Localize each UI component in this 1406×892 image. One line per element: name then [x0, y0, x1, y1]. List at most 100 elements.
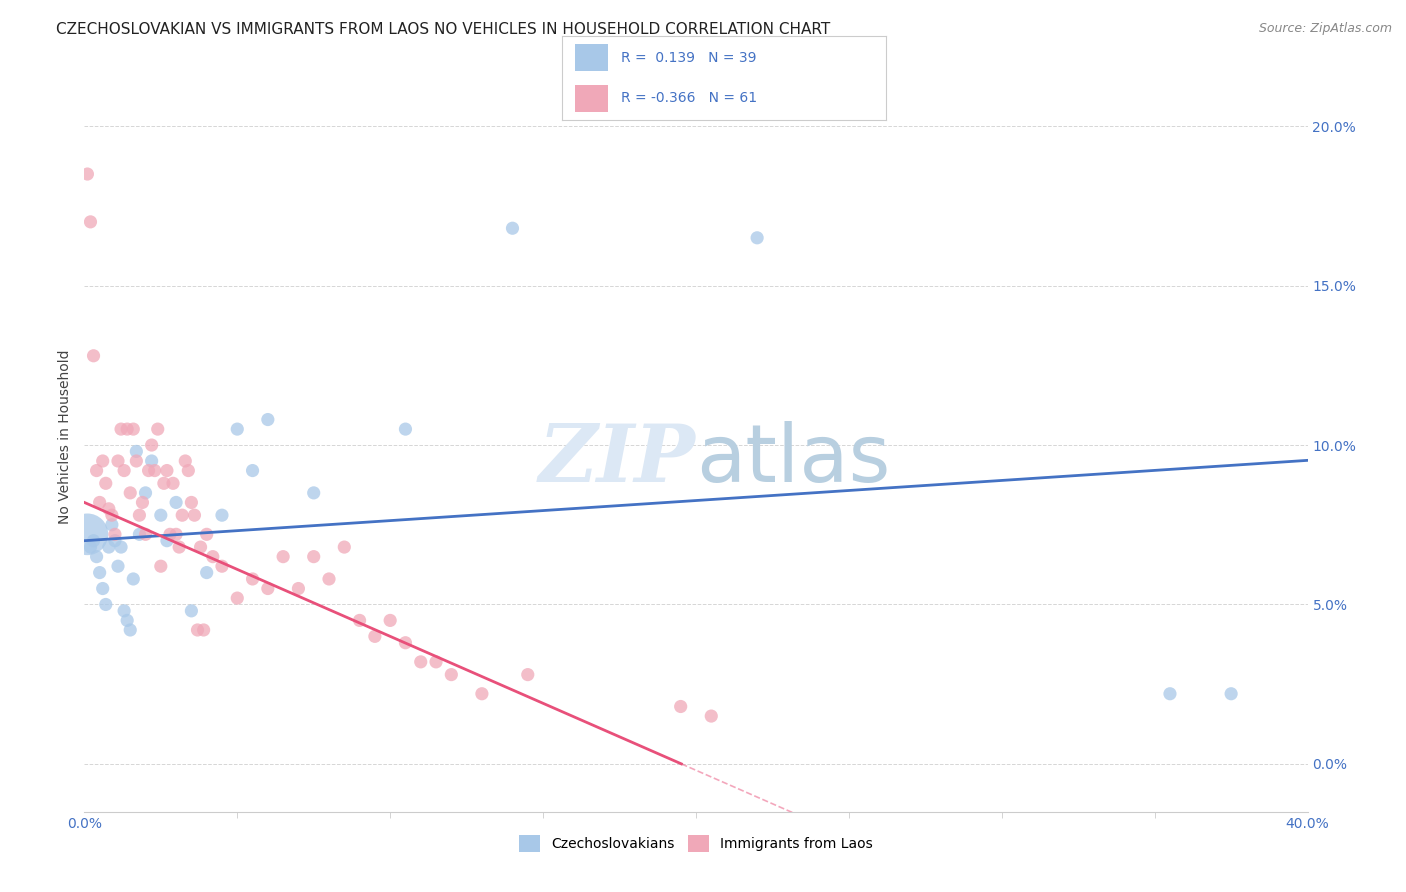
Point: [76, 527, 98, 541]
Text: Source: ZipAtlas.com: Source: ZipAtlas.com: [1258, 22, 1392, 36]
Point: [165, 495, 187, 509]
Point: [302, 549, 325, 564]
Point: [318, 572, 340, 586]
Point: [257, 412, 280, 426]
Point: [1220, 687, 1243, 701]
Point: [502, 221, 524, 235]
Point: [271, 549, 294, 564]
Point: [700, 709, 723, 723]
Point: [156, 533, 179, 548]
Point: [257, 582, 280, 596]
Point: [79, 540, 101, 554]
Point: [115, 422, 138, 436]
Point: [128, 508, 150, 523]
Point: [128, 527, 150, 541]
Point: [143, 464, 166, 478]
Point: [86, 549, 108, 564]
Point: [516, 667, 538, 681]
Point: [211, 508, 233, 523]
Point: [153, 476, 176, 491]
Point: [94, 598, 117, 612]
FancyBboxPatch shape: [575, 45, 607, 71]
Point: [193, 623, 215, 637]
Point: [120, 486, 142, 500]
Point: [110, 422, 132, 436]
Point: [162, 476, 184, 491]
Point: [104, 527, 127, 541]
Point: [172, 508, 194, 523]
Point: [440, 667, 463, 681]
Point: [195, 566, 218, 580]
Point: [125, 454, 148, 468]
Point: [177, 464, 200, 478]
Point: [174, 454, 197, 468]
Point: [149, 559, 172, 574]
Point: [180, 604, 202, 618]
Point: [242, 464, 264, 478]
Point: [101, 517, 124, 532]
Point: [120, 623, 142, 637]
Point: [165, 527, 187, 541]
Point: [94, 476, 117, 491]
Point: [669, 699, 692, 714]
Point: [167, 540, 190, 554]
Point: [226, 591, 249, 606]
Point: [156, 464, 179, 478]
Point: [186, 623, 208, 637]
Point: [159, 527, 181, 541]
Text: ZIP: ZIP: [538, 421, 696, 499]
Point: [425, 655, 447, 669]
Point: [201, 549, 224, 564]
Point: [141, 438, 163, 452]
Point: [226, 422, 249, 436]
Point: [333, 540, 356, 554]
Point: [122, 572, 145, 586]
Point: [149, 508, 172, 523]
Point: [380, 614, 402, 628]
Point: [180, 495, 202, 509]
Point: [287, 582, 309, 596]
Text: atlas: atlas: [696, 420, 890, 499]
Point: [135, 527, 157, 541]
Point: [471, 687, 494, 701]
Y-axis label: No Vehicles in Household: No Vehicles in Household: [58, 350, 72, 524]
Point: [76, 167, 98, 181]
Point: [349, 614, 371, 628]
Point: [107, 559, 129, 574]
Point: [107, 454, 129, 468]
Point: [394, 422, 416, 436]
FancyBboxPatch shape: [575, 85, 607, 112]
Point: [97, 540, 120, 554]
Point: [104, 533, 127, 548]
Point: [79, 215, 101, 229]
Legend: Czechoslovakians, Immigrants from Laos: Czechoslovakians, Immigrants from Laos: [513, 830, 879, 857]
Point: [91, 582, 114, 596]
Point: [190, 540, 212, 554]
Point: [211, 559, 233, 574]
Point: [364, 629, 387, 643]
Point: [146, 422, 169, 436]
Point: [110, 540, 132, 554]
Point: [138, 464, 160, 478]
Point: [409, 655, 432, 669]
Point: [112, 604, 135, 618]
Point: [1159, 687, 1181, 701]
Point: [83, 533, 105, 548]
Point: [112, 464, 135, 478]
Point: [101, 508, 124, 523]
Point: [122, 422, 145, 436]
Point: [747, 231, 769, 245]
Point: [183, 508, 205, 523]
Point: [86, 464, 108, 478]
Point: [97, 501, 120, 516]
Point: [394, 636, 416, 650]
Point: [195, 527, 218, 541]
Point: [125, 444, 148, 458]
Text: R = -0.366   N = 61: R = -0.366 N = 61: [620, 91, 756, 105]
Text: R =  0.139   N = 39: R = 0.139 N = 39: [620, 51, 756, 65]
Point: [141, 454, 163, 468]
Point: [89, 566, 111, 580]
Point: [242, 572, 264, 586]
Point: [135, 486, 157, 500]
Point: [115, 614, 138, 628]
